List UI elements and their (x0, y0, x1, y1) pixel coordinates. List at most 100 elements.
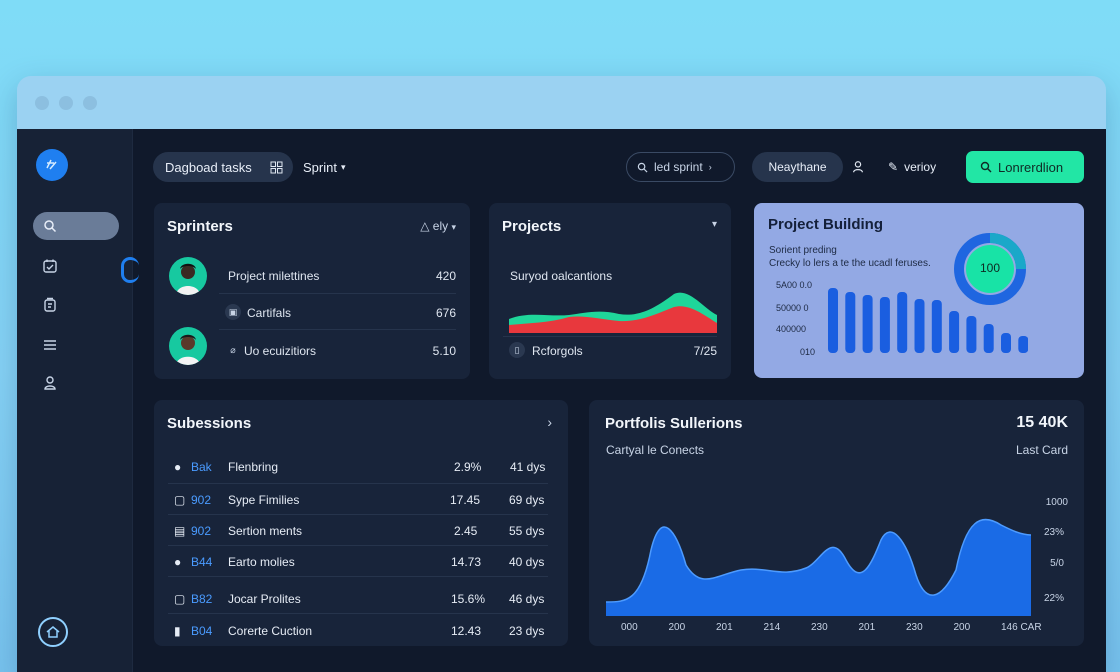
search-icon (44, 220, 57, 233)
logo-icon[interactable] (36, 149, 68, 181)
bar-y-tick: 50000 0 (776, 303, 809, 313)
sprinter-row-value: 676 (435, 306, 456, 320)
subsessions-card: Subessions › ● Bak Flenbring 2.9% 41 dys… (154, 400, 568, 646)
sprint-label: Sprint (303, 159, 337, 175)
sprinters-filter[interactable]: △ ely ▾ (420, 219, 456, 233)
row-code: 902 (191, 493, 212, 507)
project-building-line2: Crecky lo lers a te the ucadl feruses. (769, 258, 931, 269)
row-percent: 17.45 (450, 493, 481, 507)
row-percent: 12.43 (451, 624, 482, 638)
portfolio-right-label: Last Card (1015, 443, 1068, 457)
table-row[interactable]: ▮ B04 Corerte Cuction 12.43 23 dys (154, 616, 568, 646)
row-percent: 14.73 (451, 555, 482, 569)
clip-icon: ⌀ (230, 344, 236, 355)
sidebar-item-files[interactable] (41, 296, 59, 314)
row-divider (168, 545, 548, 546)
x-tick-label: 201 (716, 622, 733, 633)
bar-y-tick: 010 (800, 347, 816, 357)
row-duration: 46 dys (509, 592, 545, 606)
table-row[interactable]: ● B44 Earto molies 14.73 40 dys (154, 547, 568, 577)
sprint-dropdown[interactable]: Sprint ▾ (303, 152, 363, 182)
row-name: Sertion ments (228, 524, 303, 538)
avatar (169, 257, 207, 295)
table-row[interactable]: ▢ 902 Sype Fimilies 17.45 69 dys (154, 485, 568, 515)
row-name: Sype Fimilies (228, 493, 300, 507)
bar (931, 300, 942, 353)
projects-footer-label: Rcforgols (532, 344, 583, 358)
portfolio-y-tick: 22% (1043, 593, 1064, 604)
table-row[interactable]: ▢ B82 Jocar Prolites 15.6% 46 dys (154, 584, 568, 614)
portfolio-value: 15 40K (1016, 414, 1068, 431)
pencil-icon: ✎ (888, 160, 899, 174)
row-duration: 55 dys (509, 524, 545, 538)
window-maximize-dot[interactable] (83, 95, 97, 110)
row-duration: 23 dys (509, 624, 545, 638)
user-icon (44, 376, 56, 390)
row-duration: 40 dys (509, 555, 545, 569)
sidebar-home-button[interactable] (38, 617, 68, 647)
projects-area-chart (509, 292, 717, 333)
row-name: Flenbring (228, 460, 279, 474)
project-building-line1: Sorient preding (769, 245, 837, 256)
square-icon: ▢ (174, 592, 186, 606)
sidebar-item-calendar[interactable] (41, 257, 59, 275)
donut-value: 100 (979, 261, 1001, 275)
tab-dashboard-tasks[interactable]: Dagboad tasks (153, 152, 293, 182)
portfolio-title: Portfolis Sullerions (605, 415, 743, 432)
sidebar-item-profile[interactable] (41, 374, 59, 392)
x-tick-label: 200 (953, 622, 971, 633)
bar (1001, 333, 1011, 353)
row-name: Corerte Cuction (228, 624, 313, 638)
bar (862, 295, 873, 353)
calendar-icon (43, 259, 57, 273)
search-input[interactable]: led sprint › (626, 152, 735, 182)
square-icon: ▢ (174, 493, 186, 507)
bar (1018, 336, 1028, 353)
app-window: Dagboad tasks Sprint ▾ led sprint › Neay… (17, 76, 1106, 672)
portfolio-subtitle: Cartyal le Conects (606, 443, 705, 457)
window-close-dot[interactable] (35, 95, 49, 110)
x-tick-label: 214 (763, 622, 781, 633)
user-name: Neaythane (768, 160, 827, 174)
tab-label: Dagboad tasks (165, 159, 252, 175)
sprinter-row-label: Project milettines (228, 269, 320, 283)
table-row[interactable]: ▤ 902 Sertion ments 2.45 55 dys (154, 516, 568, 546)
verify-label: verioy (904, 160, 937, 174)
sidebar (17, 129, 139, 672)
row-percent: 2.9% (454, 460, 482, 474)
row-divider (168, 483, 548, 484)
bar-y-tick: 5A00 0.0 (776, 280, 813, 290)
user-name-button[interactable]: Neaythane (752, 152, 843, 182)
x-tick-label: 201 (858, 622, 876, 633)
projects-subtitle: Suryod oalcantions (510, 269, 613, 283)
chevron-down-icon[interactable]: ▾ (711, 219, 717, 230)
verify-button[interactable]: ✎ verioy (888, 152, 958, 182)
row-code: B82 (191, 592, 213, 606)
sprinter-row-value: 5.10 (432, 344, 456, 358)
avatar (169, 327, 207, 365)
row-divider (168, 576, 548, 577)
bar (914, 299, 925, 353)
sprinters-card: Sprinters △ ely ▾ Project milettines 420… (154, 203, 470, 379)
project-building-card: Project Building Sorient preding Crecky … (754, 203, 1084, 378)
list-icon (44, 340, 56, 350)
record-icon: ▯ (509, 342, 525, 358)
portfolio-y-tick: 23% (1043, 527, 1064, 538)
sidebar-search-button[interactable] (33, 212, 119, 240)
row-code: Bak (191, 460, 212, 474)
row-name: Jocar Prolites (228, 592, 301, 606)
portfolio-y-tick: 5/0 (1050, 558, 1064, 569)
primary-action-button[interactable]: Lonrerdlion (966, 151, 1084, 183)
row-divider (219, 293, 456, 294)
account-button[interactable] (851, 152, 873, 182)
window-minimize-dot[interactable] (59, 95, 73, 110)
sidebar-item-list[interactable] (41, 336, 59, 354)
grid-icon (270, 161, 283, 173)
bar (897, 292, 908, 353)
table-row[interactable]: ● Bak Flenbring 2.9% 41 dys (154, 452, 568, 482)
x-tick-label: 000 (621, 622, 638, 633)
sidebar-collapse-handle[interactable] (121, 257, 139, 283)
sprinter-row-label: Cartifals (247, 306, 292, 320)
chevron-right-icon[interactable]: › (547, 414, 552, 430)
search-placeholder: led sprint (654, 160, 703, 174)
